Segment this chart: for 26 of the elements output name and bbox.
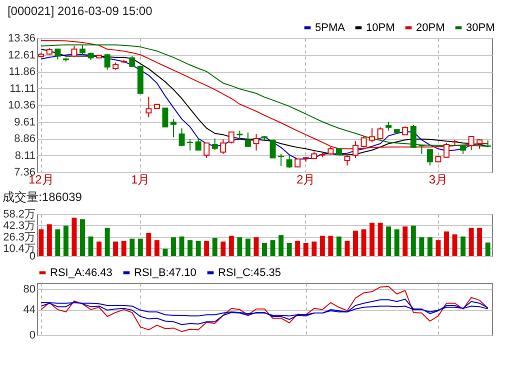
y-tick-label: 42.3万 <box>3 220 36 232</box>
y-tick-label: 13.36 <box>8 32 36 44</box>
legend-label: RSI_A:46.43 <box>50 266 112 279</box>
y-tick-label: 8.86 <box>14 133 36 145</box>
y-tick-label: 9.61 <box>14 116 36 128</box>
y-tick-label: 58.2万 <box>3 208 36 220</box>
y-tick-label: 44 <box>23 304 36 316</box>
y-tick-label: 12.61 <box>8 49 36 62</box>
legend-label: 20PM <box>416 22 445 34</box>
chart-title: 成交量:186039 <box>2 190 82 204</box>
y-tick-label: 11.86 <box>8 66 36 78</box>
legend-label: 5PMA <box>315 22 346 34</box>
y-tick-label: 8.11 <box>14 150 36 162</box>
legend-label: 10PM <box>366 22 395 34</box>
y-tick-label: 10.36 <box>8 100 36 112</box>
y-tick-label: 26.3万 <box>3 232 36 244</box>
x-tick-label: 1月 <box>131 172 150 186</box>
legend-label: RSI_C:45.35 <box>218 266 281 279</box>
x-tick-label: 3月 <box>428 172 448 186</box>
y-tick-label: 0 <box>29 330 36 342</box>
x-tick-label: 2月 <box>296 172 316 186</box>
chart-title: [000021] 2016-03-09 15:00 <box>7 4 153 18</box>
legend-label: RSI_B:47.10 <box>134 266 196 279</box>
y-tick-label: 80 <box>23 283 36 296</box>
legend-label: 30PM <box>466 22 495 34</box>
y-tick-label: 11.11 <box>10 82 36 95</box>
